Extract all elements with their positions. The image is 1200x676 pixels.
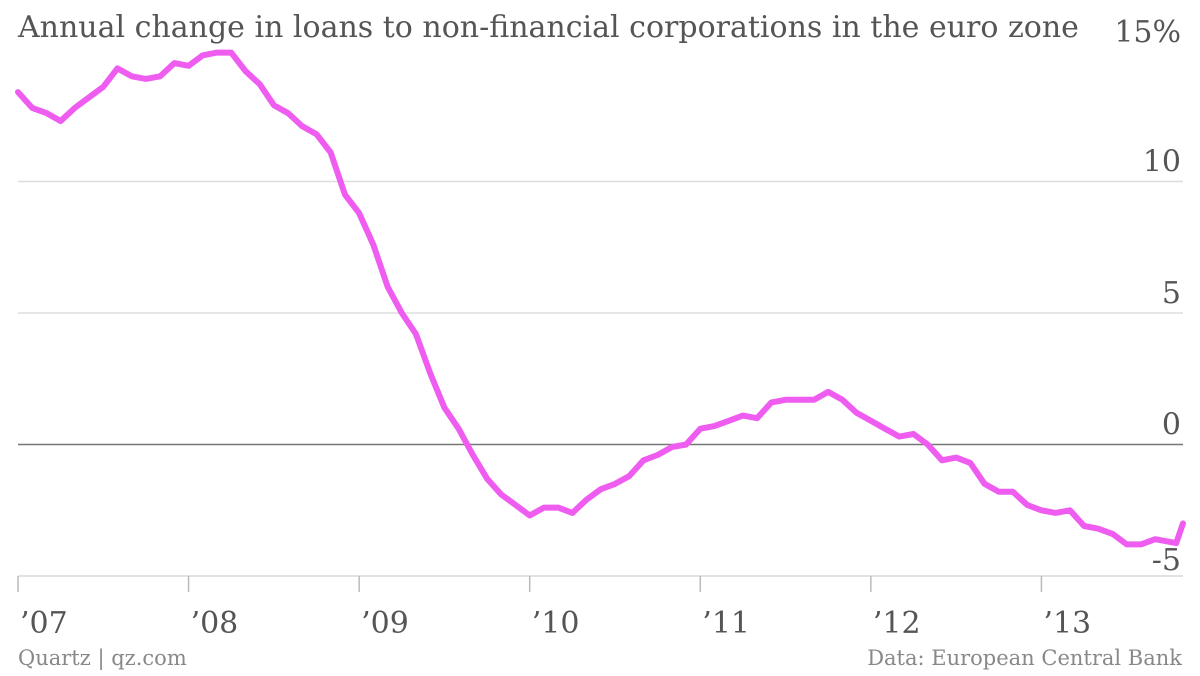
grid-lines	[18, 180, 1183, 577]
series-line	[15, 49, 1186, 548]
series-group	[15, 49, 1186, 548]
source-right: Data: European Central Bank	[867, 646, 1182, 670]
source-left: Quartz | qz.com	[18, 646, 187, 670]
y-tick-label: -5	[1152, 543, 1181, 578]
x-tick-label: ’12	[873, 606, 921, 641]
x-tick-label: ’10	[532, 606, 580, 641]
x-tick-label: ’09	[361, 606, 409, 641]
y-tick-label: 5	[1162, 276, 1181, 311]
chart-title: Annual change in loans to non-financial …	[18, 10, 1079, 45]
x-tick-label: ’07	[20, 606, 68, 641]
x-tick-label: ’11	[702, 606, 750, 641]
y-tick-label: 15%	[1114, 15, 1181, 50]
x-tick-label: ’08	[191, 606, 239, 641]
y-tick-label: 10	[1143, 145, 1181, 180]
x-axis: ’07 ’08 ’09 ’10 ’11 ’12 ’13	[17, 575, 1183, 641]
y-tick-label: 0	[1162, 408, 1181, 443]
x-tick-label: ’13	[1043, 606, 1091, 641]
y-axis-labels: 15% 10 5 0 -5	[1114, 15, 1181, 578]
